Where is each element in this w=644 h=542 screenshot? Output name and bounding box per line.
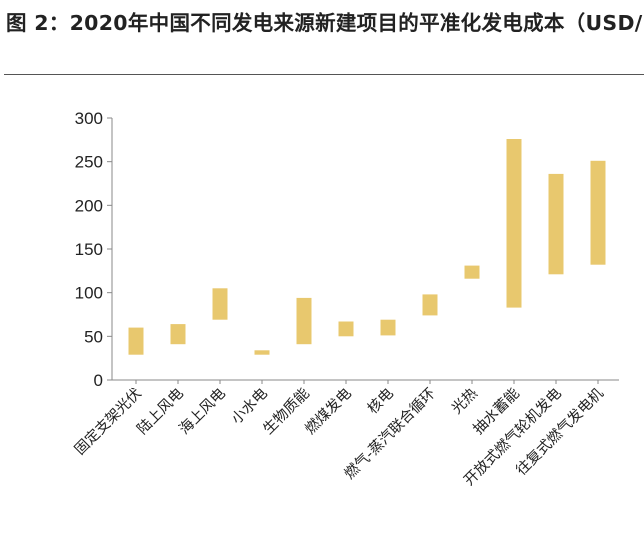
y-tick-label: 200	[75, 196, 103, 215]
range-bar	[422, 294, 438, 316]
x-category-label: 小水电	[228, 385, 271, 428]
range-bar	[380, 319, 396, 336]
x-category-label: 光热	[448, 384, 481, 417]
range-bar	[506, 139, 522, 308]
x-category-label: 燃煤发电	[301, 384, 355, 438]
range-bar	[548, 173, 564, 275]
title-divider	[4, 74, 644, 75]
figure-title-text: 2020年中国不同发电来源新建项目的平准化发电成本（USD/MWh）	[69, 11, 644, 35]
y-tick-label: 250	[75, 153, 103, 172]
y-tick-label: 300	[75, 109, 103, 128]
range-bar	[170, 324, 186, 345]
range-bar	[338, 321, 354, 337]
range-bar	[296, 297, 312, 345]
range-bar	[212, 288, 228, 320]
chart-bars	[128, 139, 606, 355]
y-tick-label: 150	[75, 240, 103, 259]
y-tick-label: 100	[75, 284, 103, 303]
chart-axes	[107, 117, 619, 384]
range-bar	[128, 327, 144, 355]
x-category-label: 海上风电	[176, 385, 229, 438]
y-tick-label: 50	[84, 327, 103, 346]
range-bar	[254, 350, 270, 355]
range-bar	[590, 160, 606, 265]
y-tick-label: 0	[94, 371, 103, 390]
x-category-label: 核电	[364, 385, 397, 418]
range-bar	[464, 265, 480, 279]
figure-title: 图 2：2020年中国不同发电来源新建项目的平准化发电成本（USD/MWh）	[6, 6, 644, 40]
figure-number: 图 2：	[6, 11, 70, 35]
x-category-label: 固定支架光伏	[71, 385, 145, 459]
